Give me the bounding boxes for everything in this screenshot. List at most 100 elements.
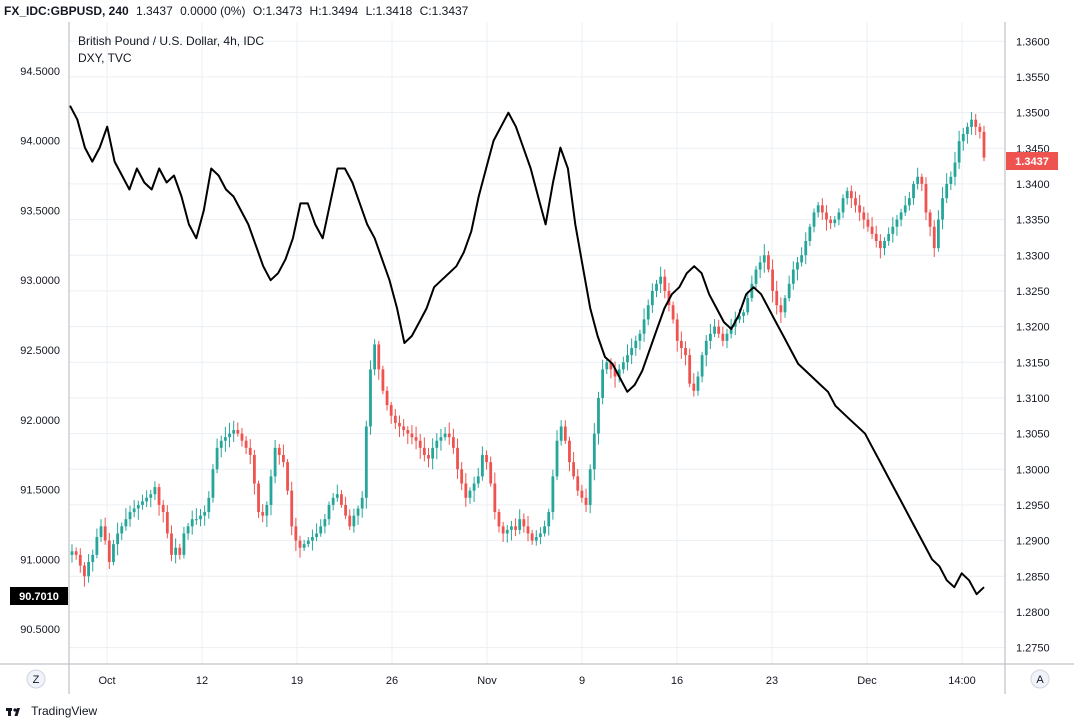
time-axis-tick-label: 19 — [291, 675, 303, 687]
candle — [460, 462, 464, 491]
brand-name[interactable]: TradingView — [31, 704, 98, 718]
candle — [74, 547, 78, 560]
candle-body — [858, 205, 862, 213]
candle-body — [451, 437, 455, 448]
candle — [854, 191, 857, 213]
candle — [779, 297, 783, 324]
left-last-price-badge: 90.7010 — [10, 587, 68, 605]
candle — [381, 365, 385, 395]
candle — [966, 122, 969, 144]
candle-body — [418, 440, 422, 448]
candle-body — [199, 515, 202, 520]
candle-body — [621, 362, 625, 370]
candle-body — [186, 526, 190, 534]
candle-body — [381, 369, 385, 391]
candle — [331, 492, 335, 511]
right-axis-tick-label: 1.3050 — [1016, 429, 1050, 441]
auto-scale-button[interactable]: A — [1030, 669, 1050, 689]
candle-body — [974, 119, 978, 127]
candle-body — [70, 551, 74, 555]
candle-body — [966, 126, 969, 134]
candle-body — [253, 454, 256, 484]
candle — [174, 538, 178, 564]
candle-body — [203, 512, 207, 516]
candle — [149, 490, 153, 508]
tradingview-logo-icon — [6, 707, 20, 716]
time-axis-tick-label: 26 — [386, 675, 398, 687]
candle-body — [978, 126, 982, 132]
candle-body — [854, 198, 857, 206]
candle-body — [277, 447, 281, 455]
candle — [833, 216, 837, 228]
candle — [700, 351, 704, 383]
candle-body — [563, 426, 567, 441]
candle — [464, 473, 468, 507]
candle-body — [812, 212, 816, 227]
right-axis-tick-label: 1.3400 — [1016, 179, 1050, 191]
candle — [903, 195, 907, 216]
candle-body — [559, 426, 563, 441]
candle-body — [518, 519, 522, 530]
candle-body — [290, 490, 294, 527]
right-last-price-badge: 1.3437 — [1006, 152, 1058, 170]
candle — [754, 265, 758, 290]
candle-body — [311, 537, 314, 541]
candle-body — [505, 529, 509, 534]
candle — [597, 391, 600, 445]
candle — [120, 522, 124, 541]
candle — [107, 532, 111, 570]
zoom-button[interactable]: Z — [26, 669, 46, 689]
candle — [253, 449, 256, 495]
candle-body — [514, 526, 517, 530]
candle — [563, 420, 567, 444]
candle — [916, 167, 920, 190]
candle-body — [414, 437, 418, 441]
candle-body — [800, 255, 803, 263]
candle — [348, 509, 352, 531]
right-axis-tick-label: 1.2850 — [1016, 571, 1050, 583]
candle — [518, 509, 522, 535]
candle — [696, 371, 700, 396]
candle-body — [194, 519, 198, 521]
candle — [186, 523, 190, 540]
candle-body — [937, 219, 940, 249]
candle — [941, 187, 944, 230]
candle — [223, 426, 227, 452]
candle-body — [601, 369, 605, 398]
candle-body — [539, 533, 542, 538]
candle — [642, 308, 646, 342]
right-price-axis[interactable]: 1.2750 1.2800 1.2850 1.2900 1.2950 1.3000 1.30… — [1016, 36, 1050, 654]
candle — [282, 444, 285, 468]
time-axis[interactable]: Oct 12 19 26 Nov 9 16 23 Dec 14:00 — [98, 675, 975, 687]
left-price-axis[interactable]: 90.5000 91.0000 91.5000 92.0000 92.5000 93.00… — [20, 66, 60, 636]
candle — [970, 111, 973, 135]
candle-body — [215, 447, 219, 470]
candle-body — [796, 262, 799, 270]
close-value: C:1.3437 — [419, 4, 469, 18]
symbol-label: FX_IDC:GBPUSD, 240 — [4, 4, 129, 18]
candle — [704, 335, 708, 367]
right-axis-tick-label: 1.3350 — [1016, 215, 1050, 227]
candle-body — [642, 319, 646, 334]
auto-scale-button-label: A — [1036, 674, 1044, 686]
candle — [634, 335, 638, 356]
candle-body — [957, 141, 961, 163]
candle — [228, 422, 231, 448]
candle-body — [501, 526, 505, 534]
candle-body — [758, 262, 762, 270]
candle-body — [767, 255, 770, 270]
time-axis-tick-label: 23 — [766, 675, 778, 687]
plot-area[interactable] — [69, 22, 1005, 664]
candle-body — [369, 369, 372, 427]
candle-body — [791, 269, 795, 284]
candle-body — [223, 437, 227, 441]
candle-body — [323, 519, 327, 527]
candle — [539, 527, 542, 545]
candle — [621, 356, 625, 374]
price-chart[interactable]: 90.5000 91.0000 91.5000 92.0000 92.5000 93.00… — [0, 0, 1074, 700]
candle-body — [74, 551, 78, 555]
candle-body — [530, 533, 534, 541]
candle-body — [713, 326, 716, 334]
candle-body — [464, 483, 468, 498]
candle-body — [543, 526, 546, 534]
